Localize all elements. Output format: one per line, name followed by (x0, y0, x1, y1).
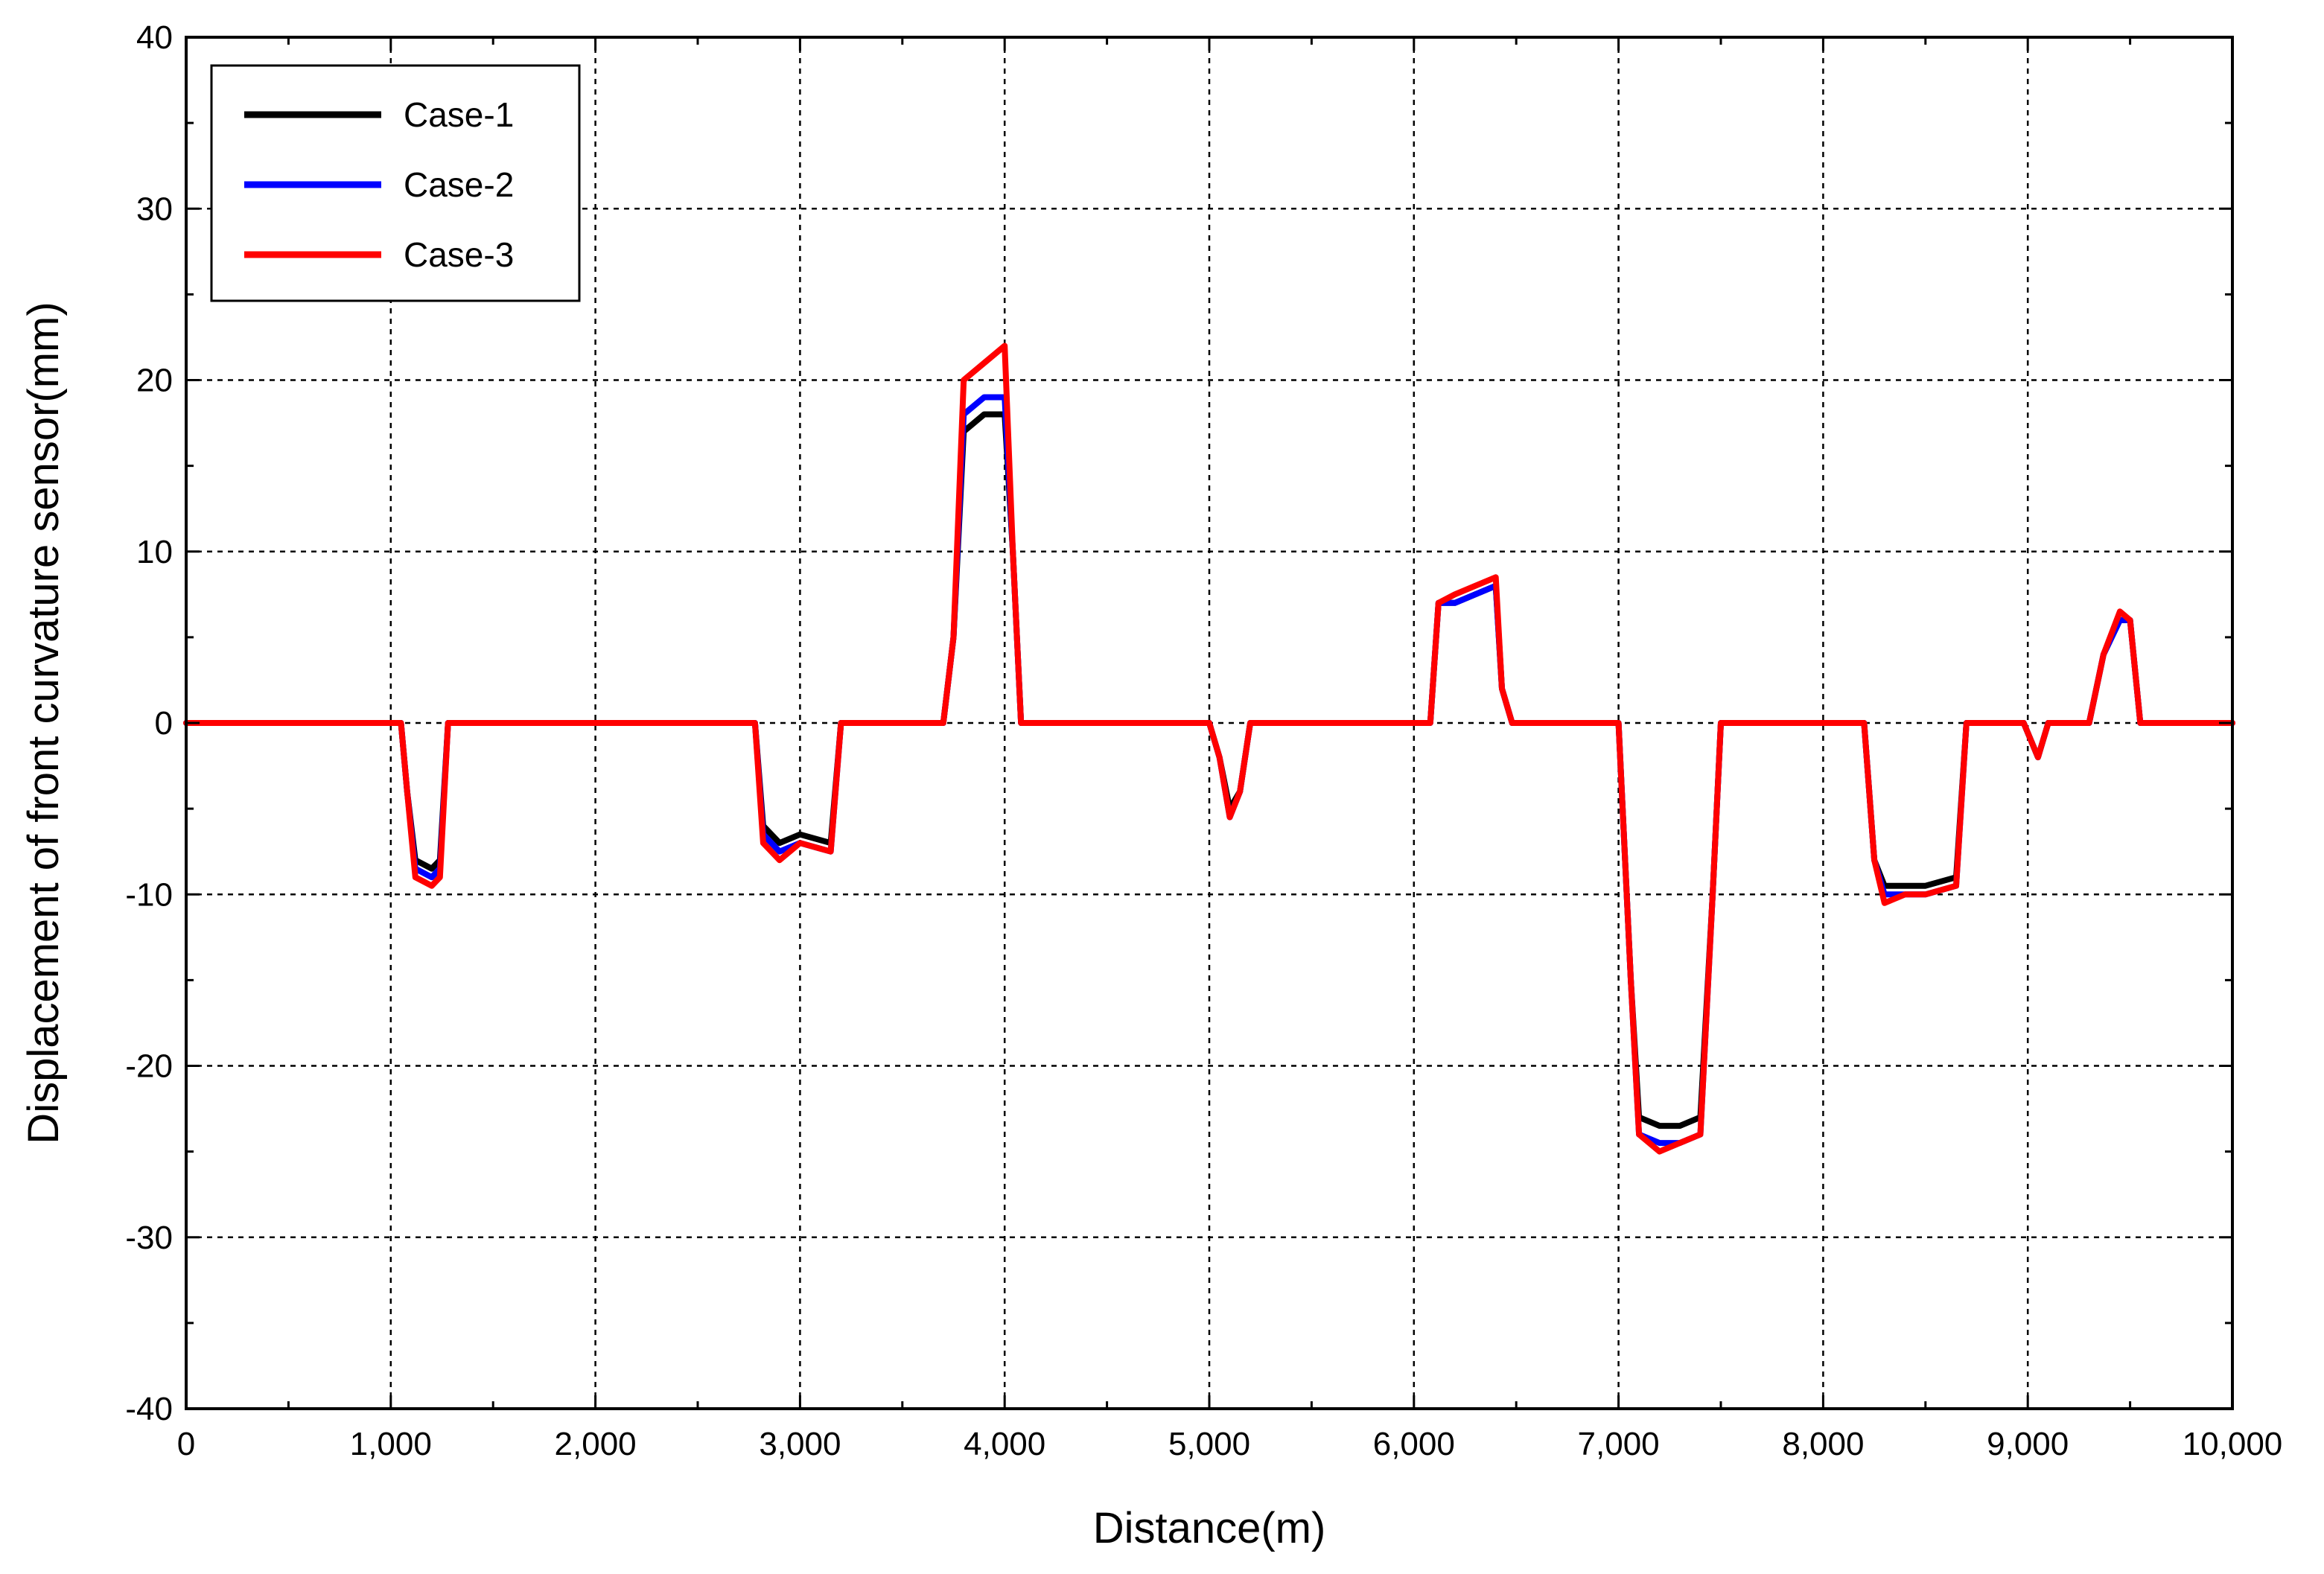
y-tick-label: -20 (125, 1048, 173, 1085)
x-tick-labels: 0 1,000 2,000 3,000 4,000 5,000 6,000 7,000 8,00… (177, 1426, 2283, 1462)
x-tick-label: 8,000 (1782, 1426, 1864, 1462)
series-line-case-3 (183, 342, 2235, 1155)
y-tick-label: -10 (125, 876, 173, 913)
x-tick-label: 0 (177, 1426, 195, 1462)
y-tick-label: 20 (136, 363, 173, 399)
x-tick-label: 7,000 (1578, 1426, 1660, 1462)
x-tick-label: 1,000 (350, 1426, 432, 1462)
y-tick-labels: 40 30 20 10 0 -10 -20 -30 -40 (125, 19, 173, 1427)
legend-label-case-1: Case-1 (404, 95, 514, 134)
legend: Case-1 Case-2 Case-3 (210, 64, 581, 302)
y-tick-label: 40 (136, 19, 173, 56)
legend-label-case-2: Case-2 (404, 165, 514, 204)
series-lines (183, 342, 2235, 1155)
y-tick-label: -30 (125, 1220, 173, 1256)
legend-label-case-3: Case-3 (404, 235, 514, 274)
axis-ticks (185, 36, 2234, 1410)
y-axis-label: Displacement of front curvature sensor(m… (19, 302, 68, 1144)
y-tick-label: -40 (125, 1391, 173, 1427)
y-tick-label: 0 (155, 705, 173, 742)
x-tick-label: 3,000 (759, 1426, 841, 1462)
x-tick-label: 6,000 (1373, 1426, 1455, 1462)
x-tick-label: 2,000 (555, 1426, 637, 1462)
x-tick-label: 4,000 (964, 1426, 1045, 1462)
x-tick-label: 5,000 (1168, 1426, 1250, 1462)
y-tick-label: 30 (136, 191, 173, 227)
x-axis-label: Distance(m) (1093, 1504, 1326, 1552)
y-tick-label: 10 (136, 534, 173, 570)
x-tick-label: 9,000 (1987, 1426, 2069, 1462)
x-tick-label: 10,000 (2183, 1426, 2283, 1462)
